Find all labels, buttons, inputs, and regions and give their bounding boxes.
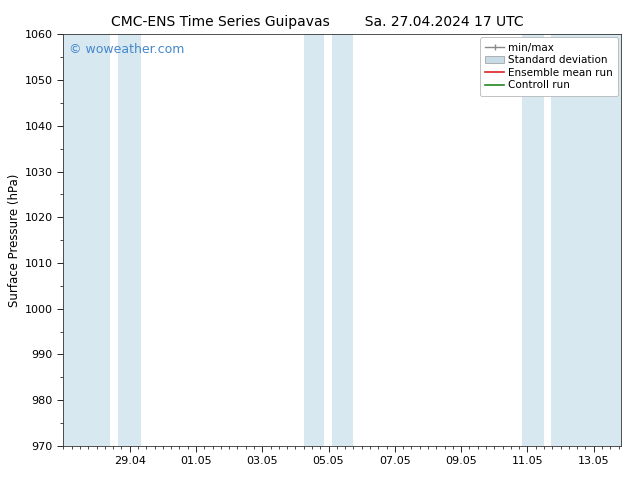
Text: © woweather.com: © woweather.com [69, 43, 184, 55]
Bar [304, 34, 323, 446]
Text: CMC-ENS Time Series Guipavas        Sa. 27.04.2024 17 UTC: CMC-ENS Time Series Guipavas Sa. 27.04.2… [111, 15, 523, 29]
Bar [332, 34, 353, 446]
Bar [522, 34, 544, 446]
Bar [63, 34, 110, 446]
Y-axis label: Surface Pressure (hPa): Surface Pressure (hPa) [8, 173, 21, 307]
Bar [550, 34, 621, 446]
Bar [118, 34, 141, 446]
Legend: min/max, Standard deviation, Ensemble mean run, Controll run: min/max, Standard deviation, Ensemble me… [480, 37, 618, 96]
